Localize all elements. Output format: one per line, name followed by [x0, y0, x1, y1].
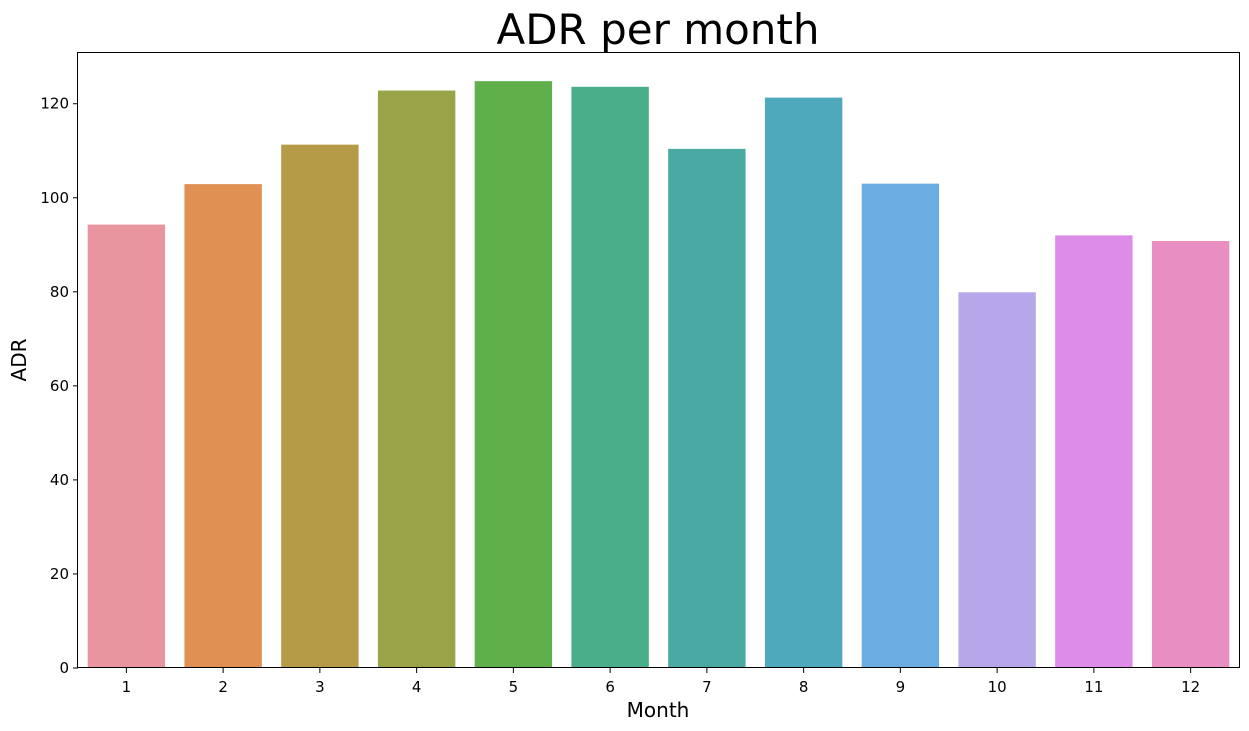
- x-tick-label: 8: [799, 678, 809, 696]
- x-tick-label: 7: [702, 678, 712, 696]
- bar-month-12: [1151, 241, 1230, 668]
- bar-month-2: [184, 184, 262, 668]
- x-tick-label: 4: [412, 678, 422, 696]
- x-tick-label: 5: [509, 678, 519, 696]
- y-axis-label: ADR: [7, 338, 31, 381]
- y-tick-label: 60: [50, 377, 69, 395]
- y-tick-label: 20: [50, 565, 69, 583]
- x-axis-label: Month: [627, 698, 690, 722]
- y-tick-label: 40: [50, 471, 69, 489]
- bar-month-8: [764, 97, 843, 669]
- bar-month-7: [668, 148, 746, 668]
- y-tick-label: 100: [40, 189, 69, 207]
- bar-month-3: [281, 144, 359, 668]
- x-axis-ticks: 1 2 3 4 5 6 7 8 9 10 11 12: [122, 668, 1200, 696]
- x-tick-label: 10: [988, 678, 1007, 696]
- x-tick-label: 2: [218, 678, 228, 696]
- x-tick-label: 1: [122, 678, 132, 696]
- x-tick-label: 11: [1084, 678, 1103, 696]
- x-tick-label: 9: [896, 678, 906, 696]
- y-tick-label: 0: [59, 659, 69, 677]
- x-tick-label: 12: [1181, 678, 1200, 696]
- x-tick-label: 6: [605, 678, 615, 696]
- y-tick-label: 80: [50, 283, 69, 301]
- bar-month-10: [958, 292, 1036, 668]
- bar-month-4: [377, 90, 456, 668]
- bar-month-11: [1055, 235, 1133, 668]
- bars-group: [87, 81, 1230, 669]
- plot-area-frame: [77, 52, 1240, 668]
- bar-month-5: [474, 81, 553, 668]
- y-tick-label: 120: [40, 95, 69, 113]
- bar-month-1: [87, 224, 166, 668]
- chart-title: ADR per month: [496, 5, 819, 54]
- bar-month-9: [861, 183, 940, 668]
- bar-month-6: [571, 86, 649, 669]
- y-axis-ticks: 0 20 40 60 80 100 120: [40, 95, 78, 677]
- x-tick-label: 3: [315, 678, 325, 696]
